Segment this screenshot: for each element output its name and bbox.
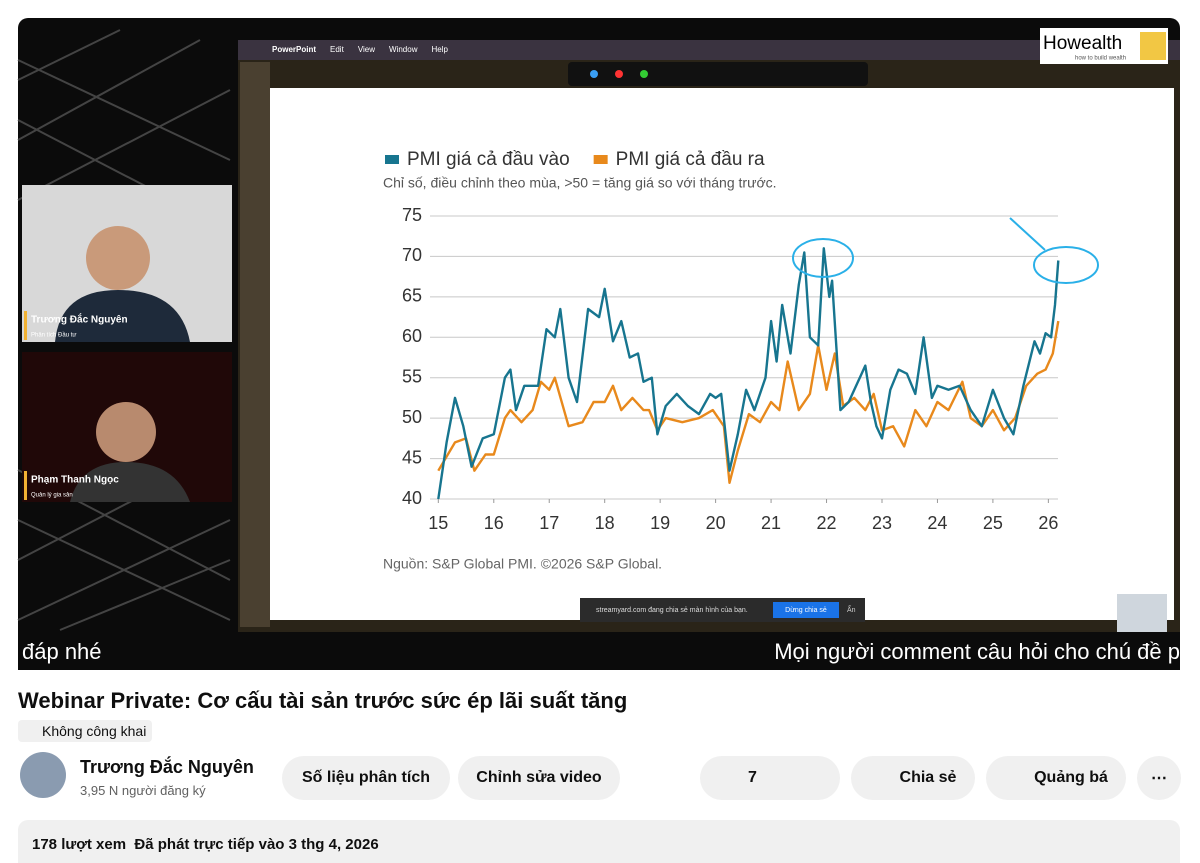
participant-face <box>86 226 150 290</box>
y-tick-label: 65 <box>402 286 422 306</box>
channel-name[interactable]: Trương Đắc Nguyên <box>80 757 254 777</box>
y-tick-label: 40 <box>402 488 422 508</box>
x-tick-label: 24 <box>927 513 947 533</box>
participant-role: Quản lý gia sản <box>31 493 73 499</box>
video-player[interactable]: PowerPoint Edit View Window Help Howealth ho… <box>0 0 1200 680</box>
x-tick-label: 21 <box>761 513 781 533</box>
legend-swatch <box>385 155 399 164</box>
edit-button[interactable]: Chỉnh sửa video <box>458 756 620 800</box>
more-button[interactable]: ⋯ <box>1137 756 1181 800</box>
menu-item: Help <box>431 45 448 54</box>
x-tick-label: 23 <box>872 513 892 533</box>
x-tick-label: 26 <box>1038 513 1058 533</box>
share-button[interactable]: Chia sẻ <box>851 756 975 800</box>
stop-share-label: Dừng chia sẻ <box>785 607 827 614</box>
participant-face <box>96 402 156 462</box>
logo-icon <box>1140 32 1166 60</box>
logo-tagline: how to build wealth <box>1075 56 1126 62</box>
y-tick-label: 70 <box>402 245 422 265</box>
name-accent <box>24 311 27 340</box>
y-tick-label: 45 <box>402 447 422 467</box>
like-button[interactable]: 7 <box>700 756 840 800</box>
participant-name: Trương Đắc Nguyên <box>31 313 128 326</box>
x-tick-label: 25 <box>983 513 1003 533</box>
annotation <box>792 217 1099 284</box>
y-tick-label: 75 <box>402 205 422 225</box>
tool <box>590 70 598 78</box>
channel-avatar[interactable] <box>20 752 66 798</box>
menu-item: Window <box>389 45 418 54</box>
y-tick-label: 60 <box>402 326 422 346</box>
x-tick-label: 15 <box>428 513 448 533</box>
video-title: Webinar Private: Cơ cấu tài sản trước sứ… <box>18 688 628 713</box>
description-box[interactable] <box>18 820 1180 863</box>
promote-button[interactable]: Quảng bá <box>986 756 1126 800</box>
hide-button[interactable]: Ẩn <box>847 605 856 614</box>
x-tick-label: 22 <box>817 513 837 533</box>
tool <box>615 70 623 78</box>
view-stats: 178 lượt xem Đã phát trực tiếp vào 3 thg… <box>32 836 379 853</box>
participant-role: Phân tích Đầu tư <box>31 333 76 339</box>
share-text: streamyard.com đang chia sẻ màn hình của… <box>596 606 748 614</box>
menu-item: Edit <box>330 45 345 54</box>
caption: Mọi người comment câu hỏi cho chú đề p <box>774 639 1180 664</box>
tool <box>640 70 648 78</box>
menu-bar <box>238 40 1180 60</box>
x-tick-label: 19 <box>650 513 670 533</box>
menu-item: View <box>358 45 375 54</box>
dock <box>240 62 270 627</box>
visibility-badge: Không công khai <box>18 720 153 742</box>
participant-body <box>55 290 190 342</box>
participant-body <box>70 462 190 502</box>
slide <box>270 88 1174 620</box>
x-tick-label: 17 <box>539 513 559 533</box>
logo: Howealth <box>1043 33 1122 54</box>
caption-bg <box>18 632 1180 670</box>
drawing-toolbar <box>568 62 868 86</box>
participant-name: Phạm Thanh Ngọc <box>31 475 119 486</box>
legend-label: PMI giá cả đầu ra <box>616 149 765 170</box>
legend-label: PMI giá cả đầu vào <box>407 149 570 170</box>
line-series <box>437 247 1060 500</box>
legend-swatch <box>593 155 608 164</box>
name-accent <box>24 471 27 500</box>
chart-subtitle: Chỉ số, điều chỉnh theo mùa, >50 = tăng … <box>383 175 777 191</box>
menu-item: PowerPoint <box>272 45 316 54</box>
caption: đáp nhé <box>22 639 102 664</box>
subscriber-count: 3,95 N người đăng ký <box>80 783 206 798</box>
y-tick-label: 50 <box>402 407 422 427</box>
stop-share-button[interactable] <box>773 602 839 618</box>
analytics-button[interactable]: Số liệu phân tích <box>282 756 450 800</box>
chart-source: Nguồn: S&P Global PMI. ©2026 S&P Global. <box>383 556 662 572</box>
x-tick-label: 18 <box>595 513 615 533</box>
x-tick-label: 20 <box>706 513 726 533</box>
backdrop-pattern <box>17 29 231 631</box>
y-tick-label: 55 <box>402 366 422 386</box>
x-tick-label: 16 <box>484 513 504 533</box>
